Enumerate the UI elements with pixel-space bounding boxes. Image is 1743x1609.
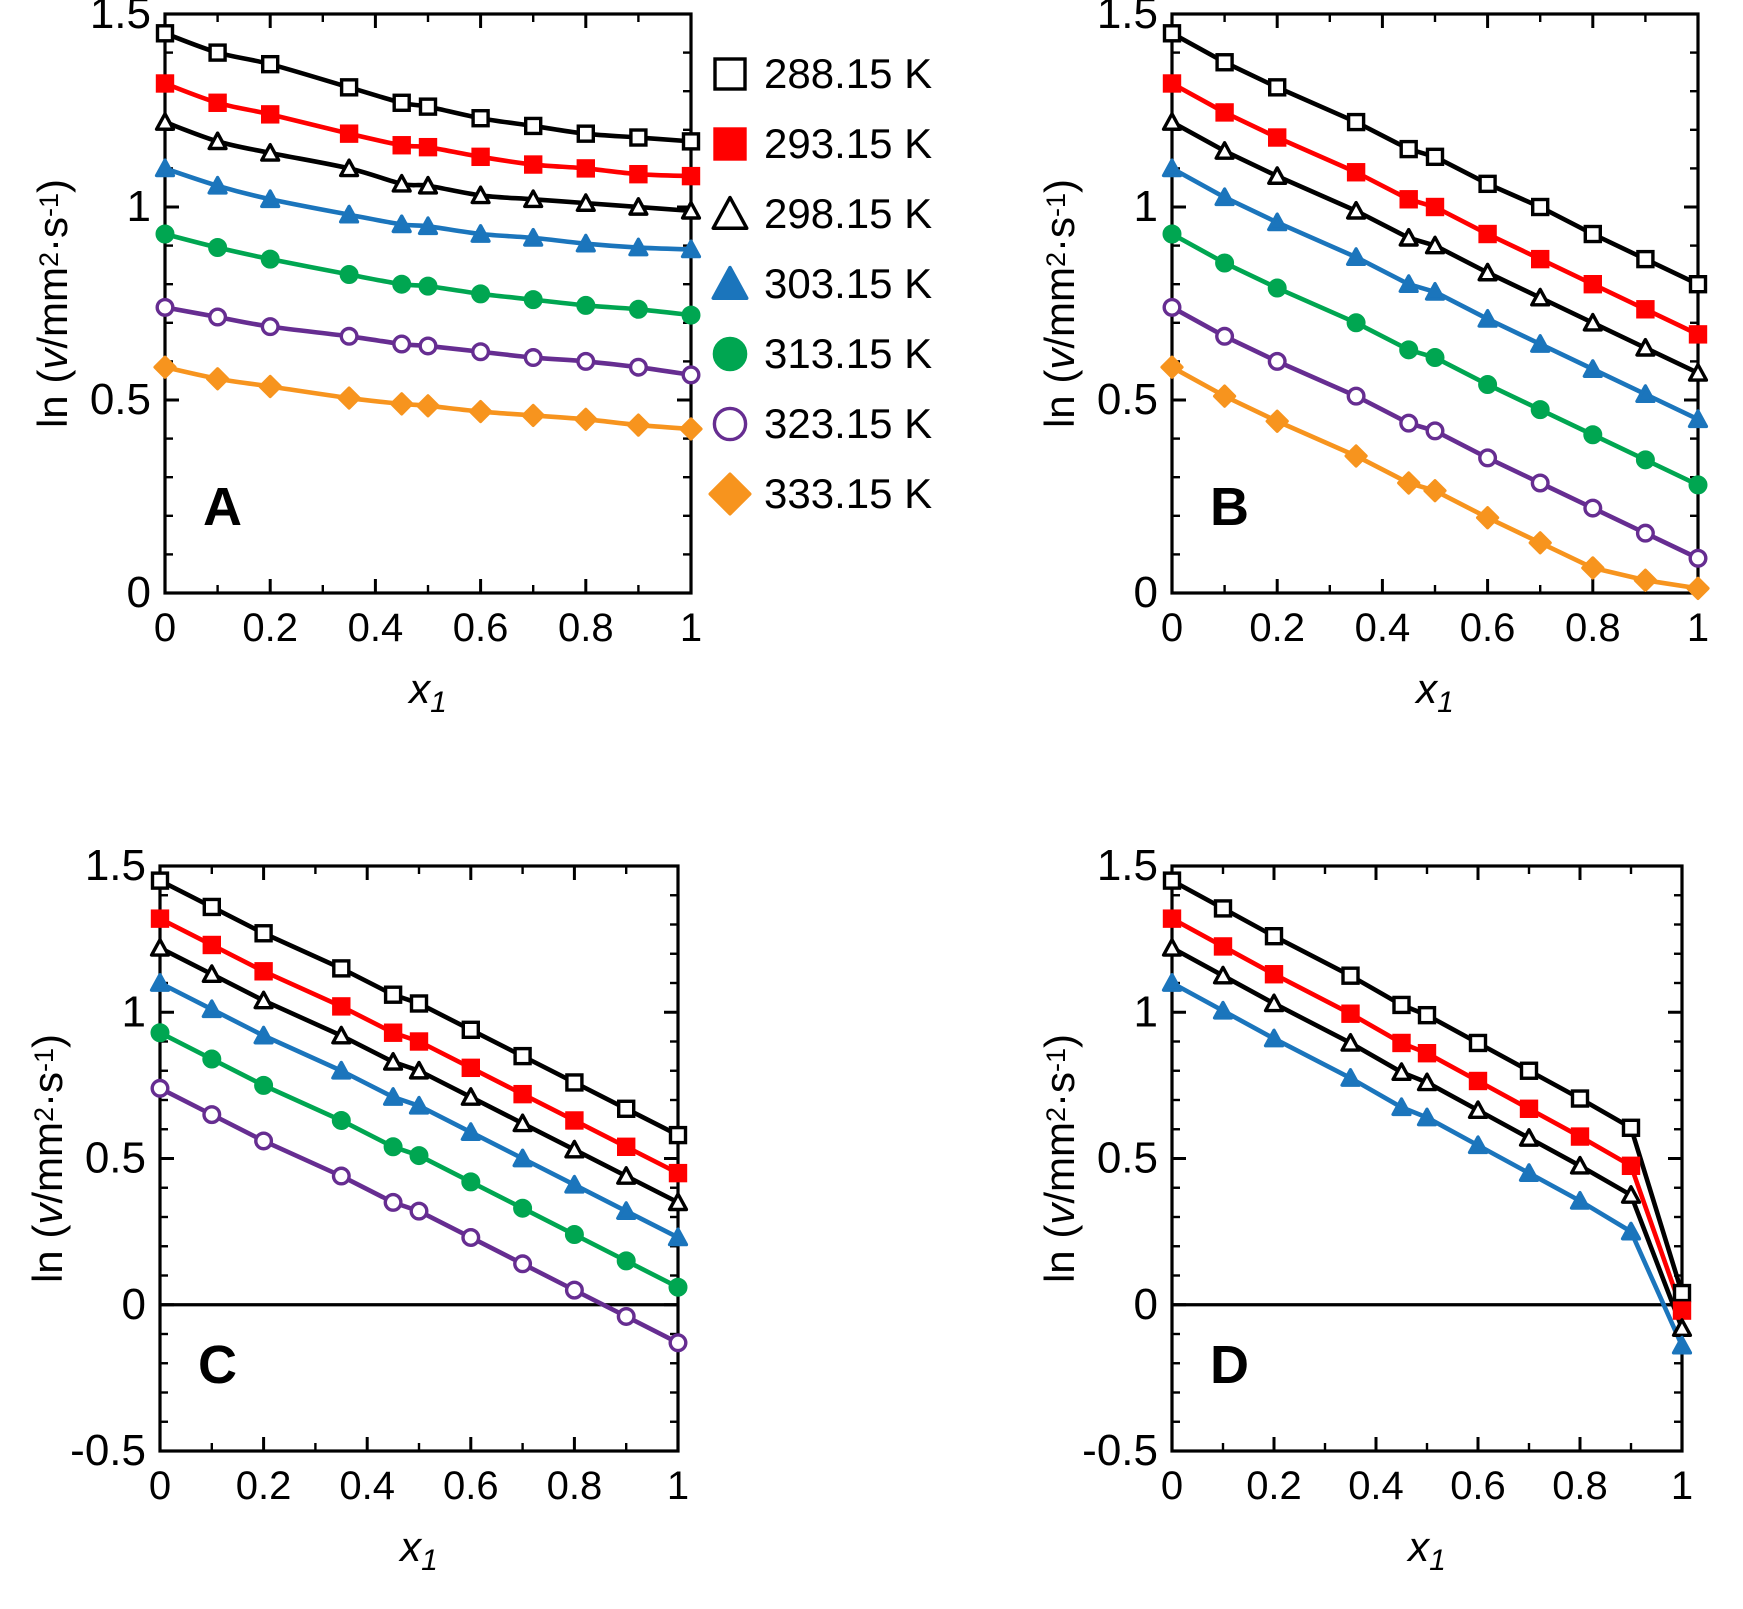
svg-text:313.15 K: 313.15 K bbox=[764, 330, 932, 377]
svg-text:1: 1 bbox=[667, 1464, 689, 1508]
svg-text:A: A bbox=[203, 477, 242, 537]
svg-text:0: 0 bbox=[1134, 568, 1158, 617]
svg-text:B: B bbox=[1210, 477, 1249, 537]
svg-text:-0.5: -0.5 bbox=[1082, 1426, 1158, 1475]
svg-text:1.5: 1.5 bbox=[85, 841, 146, 890]
svg-text:0.6: 0.6 bbox=[1450, 1464, 1506, 1508]
svg-text:0: 0 bbox=[122, 1280, 146, 1329]
svg-text:1.5: 1.5 bbox=[1097, 841, 1158, 890]
svg-text:0.5: 0.5 bbox=[85, 1134, 146, 1183]
svg-text:1: 1 bbox=[1671, 1464, 1693, 1508]
svg-text:1.5: 1.5 bbox=[1097, 0, 1158, 38]
svg-text:0.5: 0.5 bbox=[1097, 375, 1158, 424]
svg-text:0.6: 0.6 bbox=[443, 1464, 499, 1508]
svg-text:1.5: 1.5 bbox=[90, 0, 151, 38]
svg-text:0: 0 bbox=[1161, 1464, 1183, 1508]
svg-text:0.8: 0.8 bbox=[1565, 606, 1621, 650]
svg-text:-0.5: -0.5 bbox=[70, 1426, 146, 1475]
svg-text:0.8: 0.8 bbox=[547, 1464, 603, 1508]
svg-text:0.2: 0.2 bbox=[242, 606, 298, 650]
svg-text:1: 1 bbox=[1134, 987, 1158, 1036]
svg-text:C: C bbox=[198, 1335, 237, 1395]
svg-text:1: 1 bbox=[122, 987, 146, 1036]
svg-text:0: 0 bbox=[154, 606, 176, 650]
svg-text:0.4: 0.4 bbox=[1355, 606, 1411, 650]
svg-text:303.15 K: 303.15 K bbox=[764, 260, 932, 307]
svg-text:288.15 K: 288.15 K bbox=[764, 50, 932, 97]
svg-text:0.2: 0.2 bbox=[236, 1464, 292, 1508]
svg-text:293.15 K: 293.15 K bbox=[764, 120, 932, 167]
svg-text:323.15 K: 323.15 K bbox=[764, 400, 932, 447]
svg-text:0.2: 0.2 bbox=[1249, 606, 1305, 650]
svg-text:0.6: 0.6 bbox=[1460, 606, 1516, 650]
svg-text:0.4: 0.4 bbox=[348, 606, 404, 650]
svg-text:298.15 K: 298.15 K bbox=[764, 190, 932, 237]
svg-text:1: 1 bbox=[127, 182, 151, 231]
svg-text:0: 0 bbox=[1134, 1280, 1158, 1329]
svg-text:0.6: 0.6 bbox=[453, 606, 509, 650]
svg-text:0.8: 0.8 bbox=[1552, 1464, 1608, 1508]
svg-text:1: 1 bbox=[1134, 182, 1158, 231]
svg-text:1: 1 bbox=[1687, 606, 1709, 650]
svg-text:333.15 K: 333.15 K bbox=[764, 470, 932, 517]
svg-text:0: 0 bbox=[149, 1464, 171, 1508]
svg-text:1: 1 bbox=[680, 606, 702, 650]
svg-text:0.5: 0.5 bbox=[90, 375, 151, 424]
svg-text:0.2: 0.2 bbox=[1246, 1464, 1302, 1508]
svg-text:0.8: 0.8 bbox=[558, 606, 614, 650]
svg-text:0.5: 0.5 bbox=[1097, 1134, 1158, 1183]
svg-text:D: D bbox=[1210, 1335, 1249, 1395]
svg-text:0.4: 0.4 bbox=[339, 1464, 395, 1508]
svg-text:0.4: 0.4 bbox=[1348, 1464, 1404, 1508]
svg-text:0: 0 bbox=[127, 568, 151, 617]
svg-text:0: 0 bbox=[1161, 606, 1183, 650]
